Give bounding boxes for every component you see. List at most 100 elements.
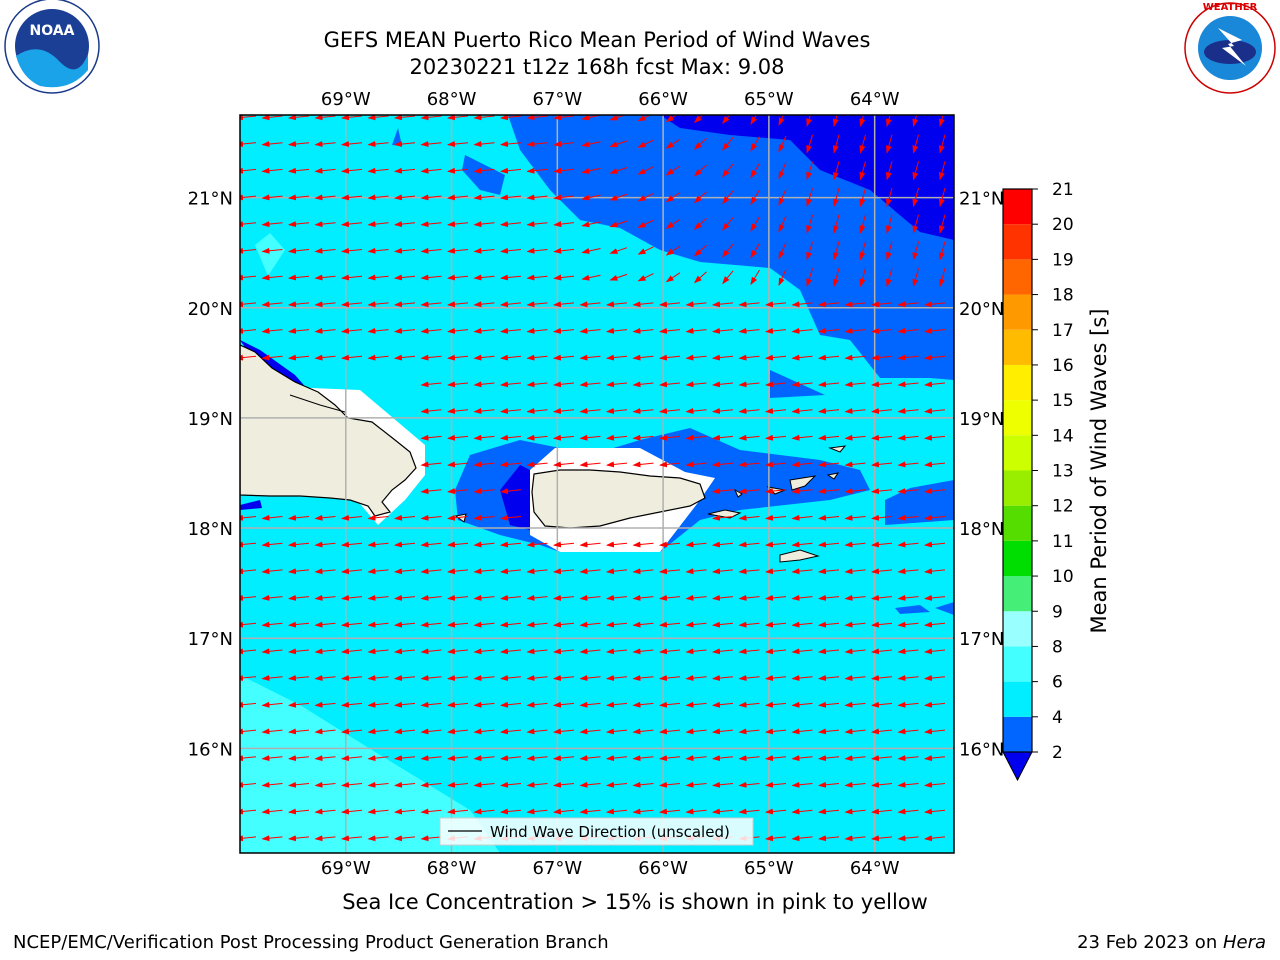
- direction-arrow: [579, 594, 601, 601]
- direction-arrow: [473, 274, 495, 281]
- direction-arrow: [844, 461, 866, 468]
- direction-arrow: [606, 541, 628, 548]
- direction-arrow: [420, 755, 442, 762]
- direction-arrow: [637, 219, 654, 228]
- direction-arrow: [261, 568, 283, 575]
- direction-arrow: [288, 701, 310, 708]
- direction-arrow: [288, 568, 310, 575]
- direction-arrow: [420, 381, 442, 388]
- direction-arrow: [447, 808, 469, 815]
- direction-arrow: [473, 488, 495, 495]
- direction-arrow: [765, 701, 787, 708]
- direction-arrow: [897, 621, 919, 628]
- direction-arrow: [738, 541, 760, 548]
- direction-arrow: [367, 568, 389, 575]
- direction-arrow: [665, 272, 681, 283]
- direction-arrow: [240, 541, 257, 548]
- direction-arrow: [765, 514, 787, 521]
- direction-arrow: [844, 621, 866, 628]
- direction-arrow: [791, 354, 813, 361]
- direction-arrow: [473, 408, 495, 414]
- direction-arrow: [659, 594, 681, 601]
- direction-arrow: [526, 648, 548, 655]
- direction-arrow: [632, 675, 654, 681]
- direction-arrow: [341, 301, 363, 308]
- direction-arrow: [924, 621, 946, 628]
- direction-arrow: [637, 246, 654, 255]
- colorbar-segment: [1003, 540, 1032, 577]
- direction-arrow: [473, 701, 495, 708]
- direction-arrow: [526, 381, 548, 388]
- direction-arrow: [447, 461, 469, 468]
- direction-arrow: [579, 808, 601, 815]
- direction-arrow: [553, 675, 575, 681]
- direction-arrow: [341, 728, 363, 735]
- direction-arrow: [553, 701, 575, 708]
- direction-arrow: [938, 241, 946, 261]
- direction-arrow: [394, 274, 416, 281]
- direction-arrow: [659, 568, 681, 575]
- direction-arrow: [897, 381, 919, 388]
- colorbar-segment: [1003, 716, 1032, 752]
- direction-arrow: [685, 594, 707, 601]
- direction-arrow: [367, 274, 389, 281]
- svg-text:NOAA: NOAA: [30, 23, 75, 39]
- tick-label: 65°W: [744, 858, 794, 879]
- direction-arrow: [637, 192, 654, 202]
- direction-arrow: [394, 221, 416, 228]
- direction-arrow: [659, 781, 681, 788]
- direction-arrow: [314, 541, 336, 548]
- direction-arrow: [924, 434, 946, 441]
- direction-arrow: [912, 187, 919, 208]
- direction-arrow: [924, 594, 946, 601]
- direction-arrow: [367, 835, 389, 842]
- direction-arrow: [526, 701, 548, 708]
- direction-arrow: [632, 301, 654, 308]
- direction-arrow: [394, 514, 416, 521]
- direction-arrow: [685, 461, 707, 468]
- direction-arrow: [722, 163, 734, 178]
- direction-arrow: [912, 241, 919, 261]
- colorbar-tick: 15: [1052, 391, 1074, 411]
- direction-arrow: [659, 808, 681, 815]
- colorbar-segment: [1003, 681, 1032, 717]
- direction-arrow: [553, 247, 575, 254]
- direction-arrow: [750, 216, 760, 232]
- direction-arrow: [447, 594, 469, 601]
- direction-arrow: [765, 354, 787, 361]
- direction-arrow: [261, 808, 283, 815]
- colorbar-tick: 9: [1052, 602, 1063, 622]
- direction-arrow: [500, 488, 522, 495]
- direction-arrow: [606, 648, 628, 655]
- direction-arrow: [685, 327, 707, 334]
- direction-arrow: [659, 408, 681, 414]
- direction-arrow: [553, 541, 575, 548]
- colorbar-tick: 18: [1052, 286, 1074, 306]
- direction-arrow: [693, 271, 707, 284]
- direction-arrow: [447, 194, 469, 201]
- direction-arrow: [288, 167, 310, 174]
- direction-arrow: [500, 514, 522, 521]
- direction-arrow: [818, 594, 840, 601]
- direction-arrow: [526, 675, 548, 681]
- direction-arrow: [240, 247, 257, 254]
- direction-arrow: [420, 141, 442, 147]
- direction-arrow: [659, 434, 681, 441]
- direction-arrow: [722, 270, 734, 285]
- direction-arrow: [818, 514, 840, 521]
- st-croix-land: [779, 549, 820, 563]
- direction-arrow: [693, 164, 707, 177]
- direction-arrow: [341, 808, 363, 815]
- direction-arrow: [447, 301, 469, 308]
- direction-arrow: [447, 274, 469, 281]
- direction-arrow: [394, 701, 416, 708]
- direction-arrow: [738, 301, 760, 308]
- wave-period-field: [240, 115, 954, 853]
- direction-arrow: [473, 327, 495, 334]
- direction-arrow: [606, 568, 628, 575]
- direction-arrow: [420, 781, 442, 788]
- direction-arrow: [938, 161, 946, 181]
- noaa-logo: NOAA: [4, 0, 100, 94]
- direction-arrow: [473, 301, 495, 308]
- direction-arrow: [240, 808, 257, 815]
